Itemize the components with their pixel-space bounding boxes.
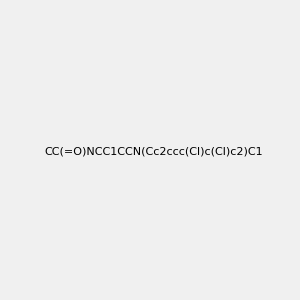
Text: CC(=O)NCC1CCN(Cc2ccc(Cl)c(Cl)c2)C1: CC(=O)NCC1CCN(Cc2ccc(Cl)c(Cl)c2)C1 — [44, 146, 263, 157]
